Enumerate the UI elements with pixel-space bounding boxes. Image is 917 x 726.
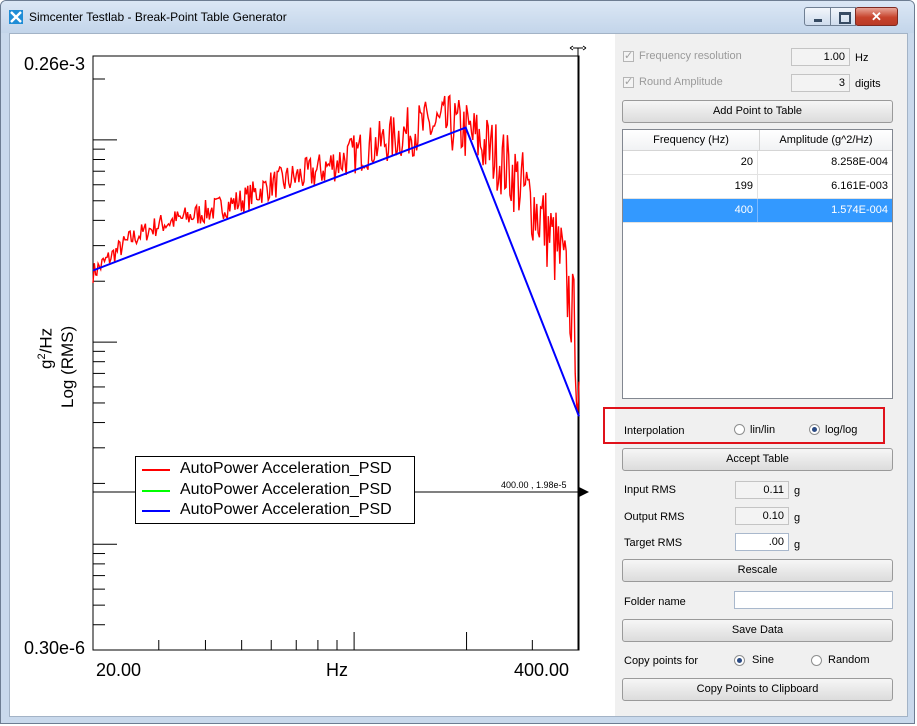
round-amplitude-checkbox[interactable] <box>623 75 634 88</box>
cell-amplitude: 6.161E-003 <box>831 180 888 192</box>
plot-canvas <box>92 45 589 651</box>
maximize-button[interactable] <box>830 7 856 26</box>
interpolation-linlin-radio[interactable] <box>734 424 745 435</box>
copy-to-clipboard-button[interactable]: Copy Points to Clipboard <box>622 678 893 701</box>
x-axis-unit-label: Hz <box>326 660 348 680</box>
copy-random-label: Random <box>828 654 870 666</box>
legend-label: AutoPower Acceleration_PSD <box>180 501 392 518</box>
cursor-readout: 400.00 , 1.98e-5 <box>501 480 567 490</box>
column-header-frequency[interactable]: Frequency (Hz) <box>623 130 760 150</box>
cell-amplitude: 8.258E-004 <box>831 156 888 168</box>
legend-item: AutoPower Acceleration_PSD <box>142 481 412 501</box>
close-button[interactable]: ✕ <box>855 7 898 26</box>
minimize-icon <box>814 19 822 22</box>
output-rms-field: 0.10 <box>735 507 789 525</box>
accept-table-highlight <box>603 407 885 444</box>
accept-table-button[interactable]: Accept Table <box>622 448 893 471</box>
legend-swatch-blue <box>142 510 170 512</box>
rescale-button[interactable]: Rescale <box>622 559 893 582</box>
y-unit-suffix: /Hz <box>36 327 56 354</box>
target-rms-field[interactable]: .00 <box>735 533 789 551</box>
legend-label: AutoPower Acceleration_PSD <box>180 481 392 498</box>
cell-frequency: 20 <box>623 151 758 174</box>
interpolation-loglog-label: log/log <box>825 424 858 436</box>
copy-sine-radio[interactable] <box>734 655 745 666</box>
cursor-drag-handle-icon[interactable] <box>569 45 587 56</box>
table-header: Frequency (Hz) Amplitude (g^2/Hz) <box>623 130 892 151</box>
client-area: 0.26e-3 0.30e-6 20.00 Hz 400.00 g2/Hz Lo… <box>9 33 908 717</box>
round-amplitude-unit: digits <box>855 78 881 90</box>
input-rms-label: Input RMS <box>624 484 676 496</box>
legend-label: AutoPower Acceleration_PSD <box>180 460 392 477</box>
plot-frame <box>92 55 580 651</box>
legend-swatch-green <box>142 490 170 492</box>
round-amplitude-field[interactable]: 3 <box>791 74 850 92</box>
interpolation-label: Interpolation <box>624 425 685 437</box>
title-bar: Simcenter Testlab - Break-Point Table Ge… <box>1 1 914 33</box>
cell-amplitude: 1.574E-004 <box>831 204 888 216</box>
plot-legend: AutoPower Acceleration_PSD AutoPower Acc… <box>135 456 415 524</box>
table-row[interactable]: 199 6.161E-003 <box>623 175 892 199</box>
output-rms-label: Output RMS <box>624 511 685 523</box>
cell-frequency: 199 <box>623 175 758 198</box>
x-axis-left-label: 20.00 <box>96 660 142 680</box>
maximize-icon <box>839 12 851 24</box>
save-data-button[interactable]: Save Data <box>622 619 893 642</box>
table-row[interactable]: 20 8.258E-004 <box>623 151 892 175</box>
add-point-button[interactable]: Add Point to Table <box>622 100 893 123</box>
y-axis-top-label: 0.26e-3 <box>24 54 86 74</box>
app-logo-icon <box>9 10 23 24</box>
copy-points-label: Copy points for <box>624 655 698 667</box>
y-axis-scale-label: Log (RMS) <box>58 325 77 408</box>
x-axis-ticks <box>92 632 580 650</box>
frequency-resolution-field[interactable]: 1.00 <box>791 48 850 66</box>
minimize-button[interactable] <box>804 7 831 26</box>
legend-swatch-red <box>142 469 170 471</box>
close-icon: ✕ <box>871 9 882 24</box>
y-unit-exponent: 2 <box>36 353 48 360</box>
input-rms-unit: g <box>794 485 801 497</box>
control-panel: Frequency resolution 1.00 Hz Round Ampli… <box>615 34 907 716</box>
x-axis-right-label: 400.00 <box>514 660 570 680</box>
target-rms-label: Target RMS <box>624 537 683 549</box>
target-rms-unit: g <box>794 539 801 551</box>
round-amplitude-label: Round Amplitude <box>639 76 723 88</box>
interpolation-loglog-radio[interactable] <box>809 424 820 435</box>
cell-frequency: 400 <box>623 199 758 222</box>
series-autopower-red <box>92 94 580 415</box>
breakpoint-table[interactable]: Frequency (Hz) Amplitude (g^2/Hz) 20 8.2… <box>622 129 893 399</box>
window-title: Simcenter Testlab - Break-Point Table Ge… <box>29 10 287 24</box>
legend-item: AutoPower Acceleration_PSD <box>142 460 412 480</box>
copy-random-radio[interactable] <box>811 655 822 666</box>
y-axis-ticks <box>93 78 117 651</box>
folder-name-field[interactable] <box>734 591 893 609</box>
input-rms-field: 0.11 <box>735 481 789 499</box>
cursor-marker-icon[interactable] <box>579 487 589 497</box>
table-row-selected[interactable]: 400 1.574E-004 <box>623 199 892 223</box>
psd-plot[interactable]: 0.26e-3 0.30e-6 20.00 Hz 400.00 g2/Hz Lo… <box>10 34 615 716</box>
frequency-resolution-label: Frequency resolution <box>639 50 742 62</box>
series-autopower-blue <box>92 126 580 417</box>
column-header-amplitude[interactable]: Amplitude (g^2/Hz) <box>779 134 873 146</box>
folder-name-label: Folder name <box>624 596 686 608</box>
interpolation-linlin-label: lin/lin <box>750 424 776 436</box>
y-unit-base: g <box>36 359 56 369</box>
legend-item: AutoPower Acceleration_PSD <box>142 501 412 521</box>
copy-sine-label: Sine <box>752 654 775 666</box>
frequency-resolution-unit: Hz <box>855 52 869 64</box>
y-axis-unit-label: g2/Hz <box>36 328 57 369</box>
y-axis-bottom-label: 0.30e-6 <box>24 638 86 658</box>
output-rms-unit: g <box>794 512 801 524</box>
frequency-resolution-checkbox[interactable] <box>623 49 634 62</box>
